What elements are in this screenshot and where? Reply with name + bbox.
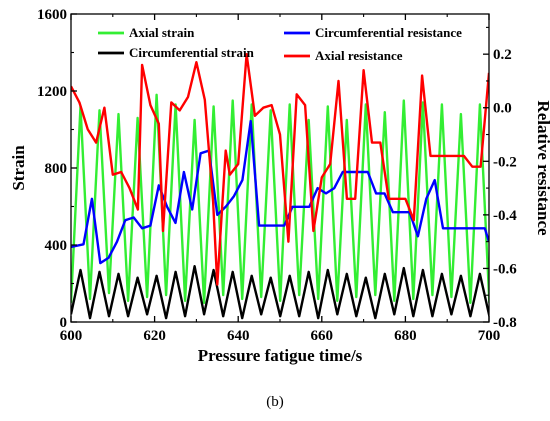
series-line-1 <box>71 93 489 304</box>
axes: 600 620 640 660 680 700 0 400 800 1200 1600 -0.8 -0.… <box>9 7 550 365</box>
legend-label-3: Circumferential resistance <box>315 25 462 40</box>
x-tick-label-5: 700 <box>478 328 501 344</box>
series-line-2 <box>71 265 489 320</box>
legend-label-4: Axial resistance <box>315 48 403 63</box>
legend-label-2: Circumferential strain <box>129 45 255 60</box>
x-tick-label-3: 660 <box>311 328 334 344</box>
series-line-4 <box>71 53 489 286</box>
y-left-tick-label-0: 0 <box>60 315 68 331</box>
y-right-tick-label-2: -0.4 <box>493 208 517 224</box>
series-line-3 <box>71 119 489 265</box>
legend: Axial strain Circumferential strain Circum… <box>98 25 462 63</box>
plot-area <box>71 53 489 320</box>
legend-label-1: Axial strain <box>129 25 195 40</box>
x-tick-label-1: 620 <box>143 328 166 344</box>
y-left-tick-label-2: 800 <box>45 161 68 177</box>
x-tick-label-2: 640 <box>227 328 250 344</box>
x-tick-label-4: 680 <box>394 328 417 344</box>
y-left-axis-title: Strain <box>9 145 28 191</box>
x-tick-label-0: 600 <box>60 328 83 344</box>
x-axis-title: Pressure fatigue time/s <box>198 346 363 365</box>
y-right-tick-label-0: -0.8 <box>493 315 517 331</box>
y-left-tick-label-1: 400 <box>45 238 68 254</box>
y-right-axis-title: Relative resistance <box>534 100 550 236</box>
y-right-tick-label-1: -0.6 <box>493 261 517 277</box>
figure-caption: (b) <box>266 394 284 410</box>
y-right-tick-label-4: 0.0 <box>493 101 512 117</box>
y-left-tick-label-3: 1200 <box>37 84 67 100</box>
y-left-tick-label-4: 1600 <box>37 7 67 23</box>
y-right-tick-label-3: -0.2 <box>493 154 517 170</box>
y-right-tick-label-5: 0.2 <box>493 47 512 63</box>
